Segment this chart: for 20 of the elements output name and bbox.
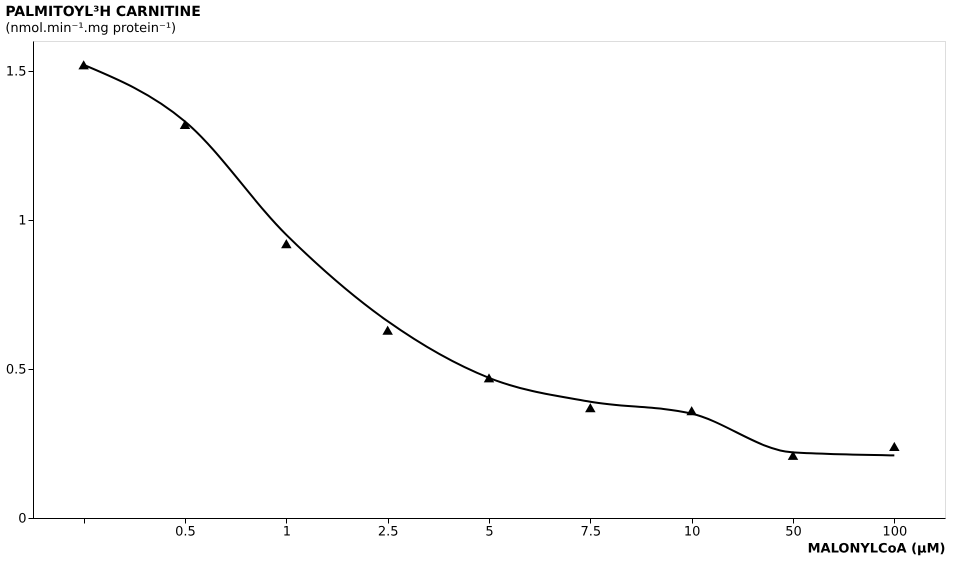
y-tick-label: 1.5 — [6, 64, 26, 80]
point — [382, 326, 393, 335]
point — [889, 442, 900, 451]
y-tick-label: 0.5 — [6, 362, 26, 378]
x-tick-label: 10 — [684, 524, 700, 540]
point — [281, 239, 292, 248]
x-tick-label: 5 — [485, 524, 494, 540]
x-tick-label: 7.5 — [580, 524, 602, 540]
x-tick-label: 0.5 — [175, 524, 196, 540]
point — [788, 450, 798, 460]
y-tick-label: 1 — [18, 213, 26, 228]
chart-subtitle: (nmol.min⁻¹.mg protein⁻¹) — [5, 21, 176, 36]
chart-title: PALMITOYL³H CARNITINE — [5, 4, 201, 20]
x-tick-label: 2.5 — [378, 524, 399, 540]
y-tick-label: 0 — [18, 512, 26, 526]
x-tick-label: 100 — [882, 524, 908, 540]
x-tick-label: 50 — [785, 524, 802, 540]
x-axis-title: MALONYLCoA (µM) — [808, 542, 946, 556]
x-tick-label: 1 — [282, 524, 291, 540]
point — [585, 403, 596, 412]
